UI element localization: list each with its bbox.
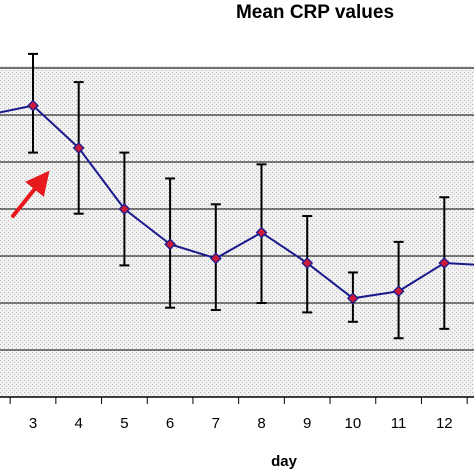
x-tick-label: 9	[303, 415, 311, 432]
x-tick-label: 3	[29, 415, 37, 432]
data-point	[301, 257, 314, 269]
data-point	[72, 141, 85, 154]
x-tick-label: 12	[436, 415, 453, 432]
data-point	[255, 226, 268, 239]
x-tick-marks	[9, 397, 468, 404]
x-tick-label: 8	[257, 415, 265, 432]
x-tick-label: 11	[391, 415, 407, 432]
data-markers	[27, 99, 451, 305]
data-point	[27, 99, 39, 112]
x-tick-label: 5	[120, 415, 128, 432]
x-tick-label: 10	[345, 415, 362, 432]
x-tick-label: 6	[166, 415, 174, 432]
data-point	[164, 238, 177, 251]
plot-area	[0, 66, 474, 397]
data-point	[346, 292, 359, 305]
data-point	[209, 252, 222, 265]
x-tick-label: 7	[212, 415, 220, 432]
x-axis-label: day	[271, 453, 298, 470]
data-point	[438, 257, 451, 269]
annotation-arrow	[11, 170, 50, 218]
series-line	[0, 104, 474, 300]
chart-title: Mean CRP values	[236, 2, 394, 23]
data-point	[118, 203, 131, 215]
data-point	[392, 285, 405, 298]
x-tick-labels: 2345678910111213	[29, 415, 453, 432]
x-tick-label: 4	[75, 415, 83, 432]
